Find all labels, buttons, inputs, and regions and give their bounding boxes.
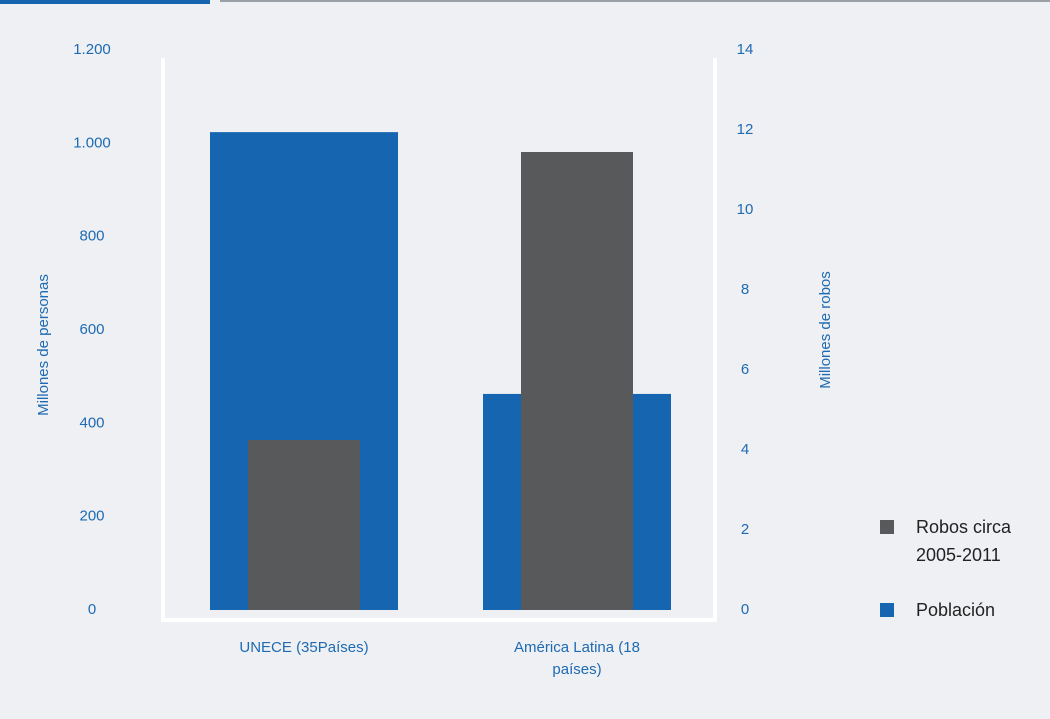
y2-axis-label: Millones de robos: [817, 271, 834, 389]
axis-frame: [161, 58, 717, 622]
bar: [521, 152, 633, 610]
y-tick-label: 200: [79, 508, 104, 525]
y-tick-label: 400: [79, 414, 104, 431]
y2-tick-label: 12: [737, 121, 754, 138]
legend-swatch: [880, 603, 894, 617]
top-rule: [220, 0, 1050, 2]
y2-tick-label: 0: [741, 601, 749, 618]
y2-tick-label: 4: [741, 441, 749, 458]
y-tick-label: 0: [88, 601, 96, 618]
x-tick-label: UNECE (35Países): [239, 639, 369, 656]
y2-tick-label: 2: [741, 521, 749, 538]
top-accent: [0, 0, 210, 4]
y-tick-label: 1.200: [73, 41, 111, 58]
bar: [248, 440, 360, 610]
legend-label: Robos circa 2005-2011: [916, 517, 1012, 565]
x-tick-label: América Latina (18 países): [514, 639, 640, 678]
y-tick-label: 800: [79, 228, 104, 245]
legend-swatch: [880, 520, 894, 534]
y2-tick-label: 14: [737, 41, 754, 58]
y-axis-label: Millones de personas: [35, 274, 52, 416]
y2-tick-label: 8: [741, 281, 749, 298]
y2-tick-label: 6: [741, 361, 749, 378]
legend-label: Población: [916, 600, 996, 620]
y-tick-label: 600: [79, 321, 104, 338]
y-tick-label: 1.000: [73, 134, 111, 151]
y2-tick-label: 10: [737, 201, 754, 218]
